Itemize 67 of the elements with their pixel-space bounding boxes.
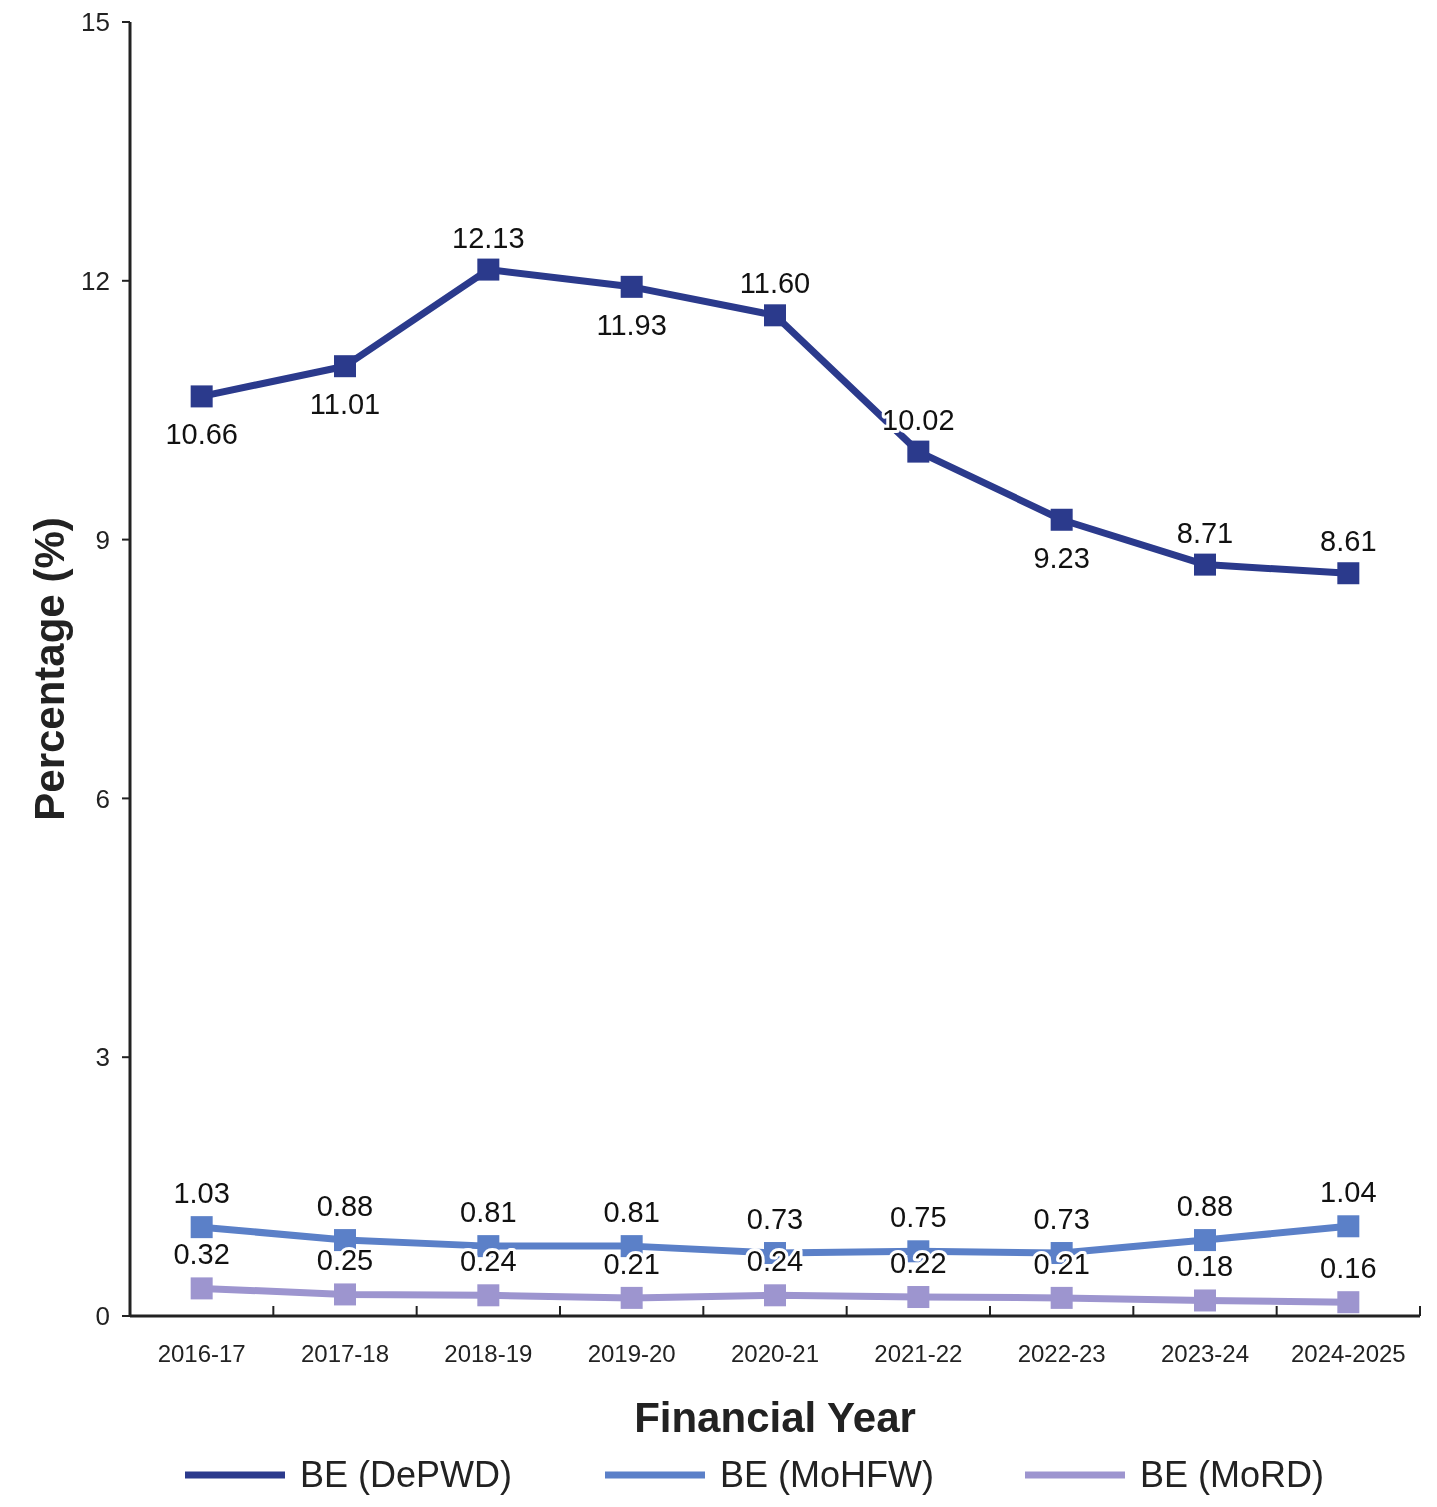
- y-tick-label: 0: [95, 1301, 110, 1332]
- data-label: 11.01: [309, 388, 381, 421]
- data-label: 0.75: [890, 1201, 947, 1234]
- x-axis-title: Financial Year: [634, 1394, 916, 1441]
- data-label: 0.73: [746, 1203, 804, 1236]
- point: [1194, 1289, 1216, 1312]
- data-label: 0.24: [460, 1245, 517, 1278]
- point: [1337, 562, 1360, 585]
- point: [1050, 1286, 1073, 1309]
- x-tick-label: 2018-19: [444, 1340, 533, 1367]
- point: [334, 1283, 356, 1306]
- point: [1194, 1229, 1216, 1252]
- point: [190, 1277, 213, 1300]
- legend-label: BE (MoHFW): [720, 1454, 934, 1495]
- y-tick-label: 9: [95, 524, 110, 555]
- x-tick-label: 2021-22: [874, 1340, 963, 1367]
- point: [907, 1286, 930, 1309]
- y-tick-label: 12: [81, 265, 110, 296]
- point: [1337, 1291, 1360, 1314]
- data-label: 9.23: [1033, 541, 1090, 574]
- point: [190, 385, 213, 408]
- data-label: 1.04: [1320, 1176, 1377, 1209]
- y-tick-label: 3: [95, 1042, 110, 1073]
- data-label: 10.66: [165, 418, 238, 451]
- point: [1050, 508, 1073, 531]
- y-axis-title: Percentage (%): [26, 517, 73, 821]
- data-label: 8.71: [1176, 516, 1234, 549]
- data-label: 0.81: [603, 1196, 660, 1229]
- legend-label: BE (MoRD): [1140, 1454, 1325, 1495]
- data-label: 0.32: [173, 1238, 230, 1271]
- point: [620, 1286, 643, 1309]
- point: [764, 1284, 786, 1307]
- point: [190, 1216, 213, 1239]
- point: [620, 275, 643, 298]
- data-label: 0.21: [603, 1247, 660, 1280]
- data-label: 12.13: [452, 221, 525, 254]
- data-label: 0.81: [460, 1196, 517, 1229]
- data-label: 0.88: [1176, 1190, 1234, 1223]
- y-tick-label: 6: [95, 783, 110, 814]
- data-label: 0.25: [316, 1244, 374, 1277]
- point: [477, 1284, 500, 1307]
- x-tick-label: 2019-20: [587, 1340, 676, 1367]
- x-tick-label: 2020-21: [730, 1340, 820, 1367]
- x-tick-label: 2022-23: [1017, 1340, 1106, 1367]
- point: [477, 258, 500, 281]
- data-label: 0.18: [1176, 1250, 1234, 1283]
- point: [334, 355, 356, 378]
- data-label: 8.61: [1320, 525, 1377, 558]
- data-label: 0.16: [1320, 1252, 1377, 1285]
- data-label: 0.21: [1033, 1247, 1090, 1280]
- legend-label: BE (DePWD): [300, 1454, 513, 1495]
- point: [764, 304, 786, 327]
- x-tick-label: 2024-2025: [1290, 1340, 1406, 1367]
- point: [1337, 1215, 1360, 1238]
- data-label: 11.93: [596, 308, 667, 341]
- point: [1194, 553, 1216, 576]
- data-label: 0.22: [890, 1247, 947, 1280]
- data-label: 10.02: [882, 403, 955, 436]
- x-tick-label: 2023-24: [1160, 1340, 1250, 1367]
- x-tick-label: 2017-18: [300, 1340, 390, 1367]
- y-tick-label: 15: [81, 7, 110, 38]
- data-label: 0.73: [1033, 1203, 1090, 1236]
- x-tick-label: 2016-17: [157, 1340, 246, 1367]
- data-label: 1.03: [173, 1177, 230, 1210]
- data-label: 0.88: [316, 1190, 374, 1223]
- point: [907, 440, 930, 463]
- data-label: 11.60: [739, 267, 811, 300]
